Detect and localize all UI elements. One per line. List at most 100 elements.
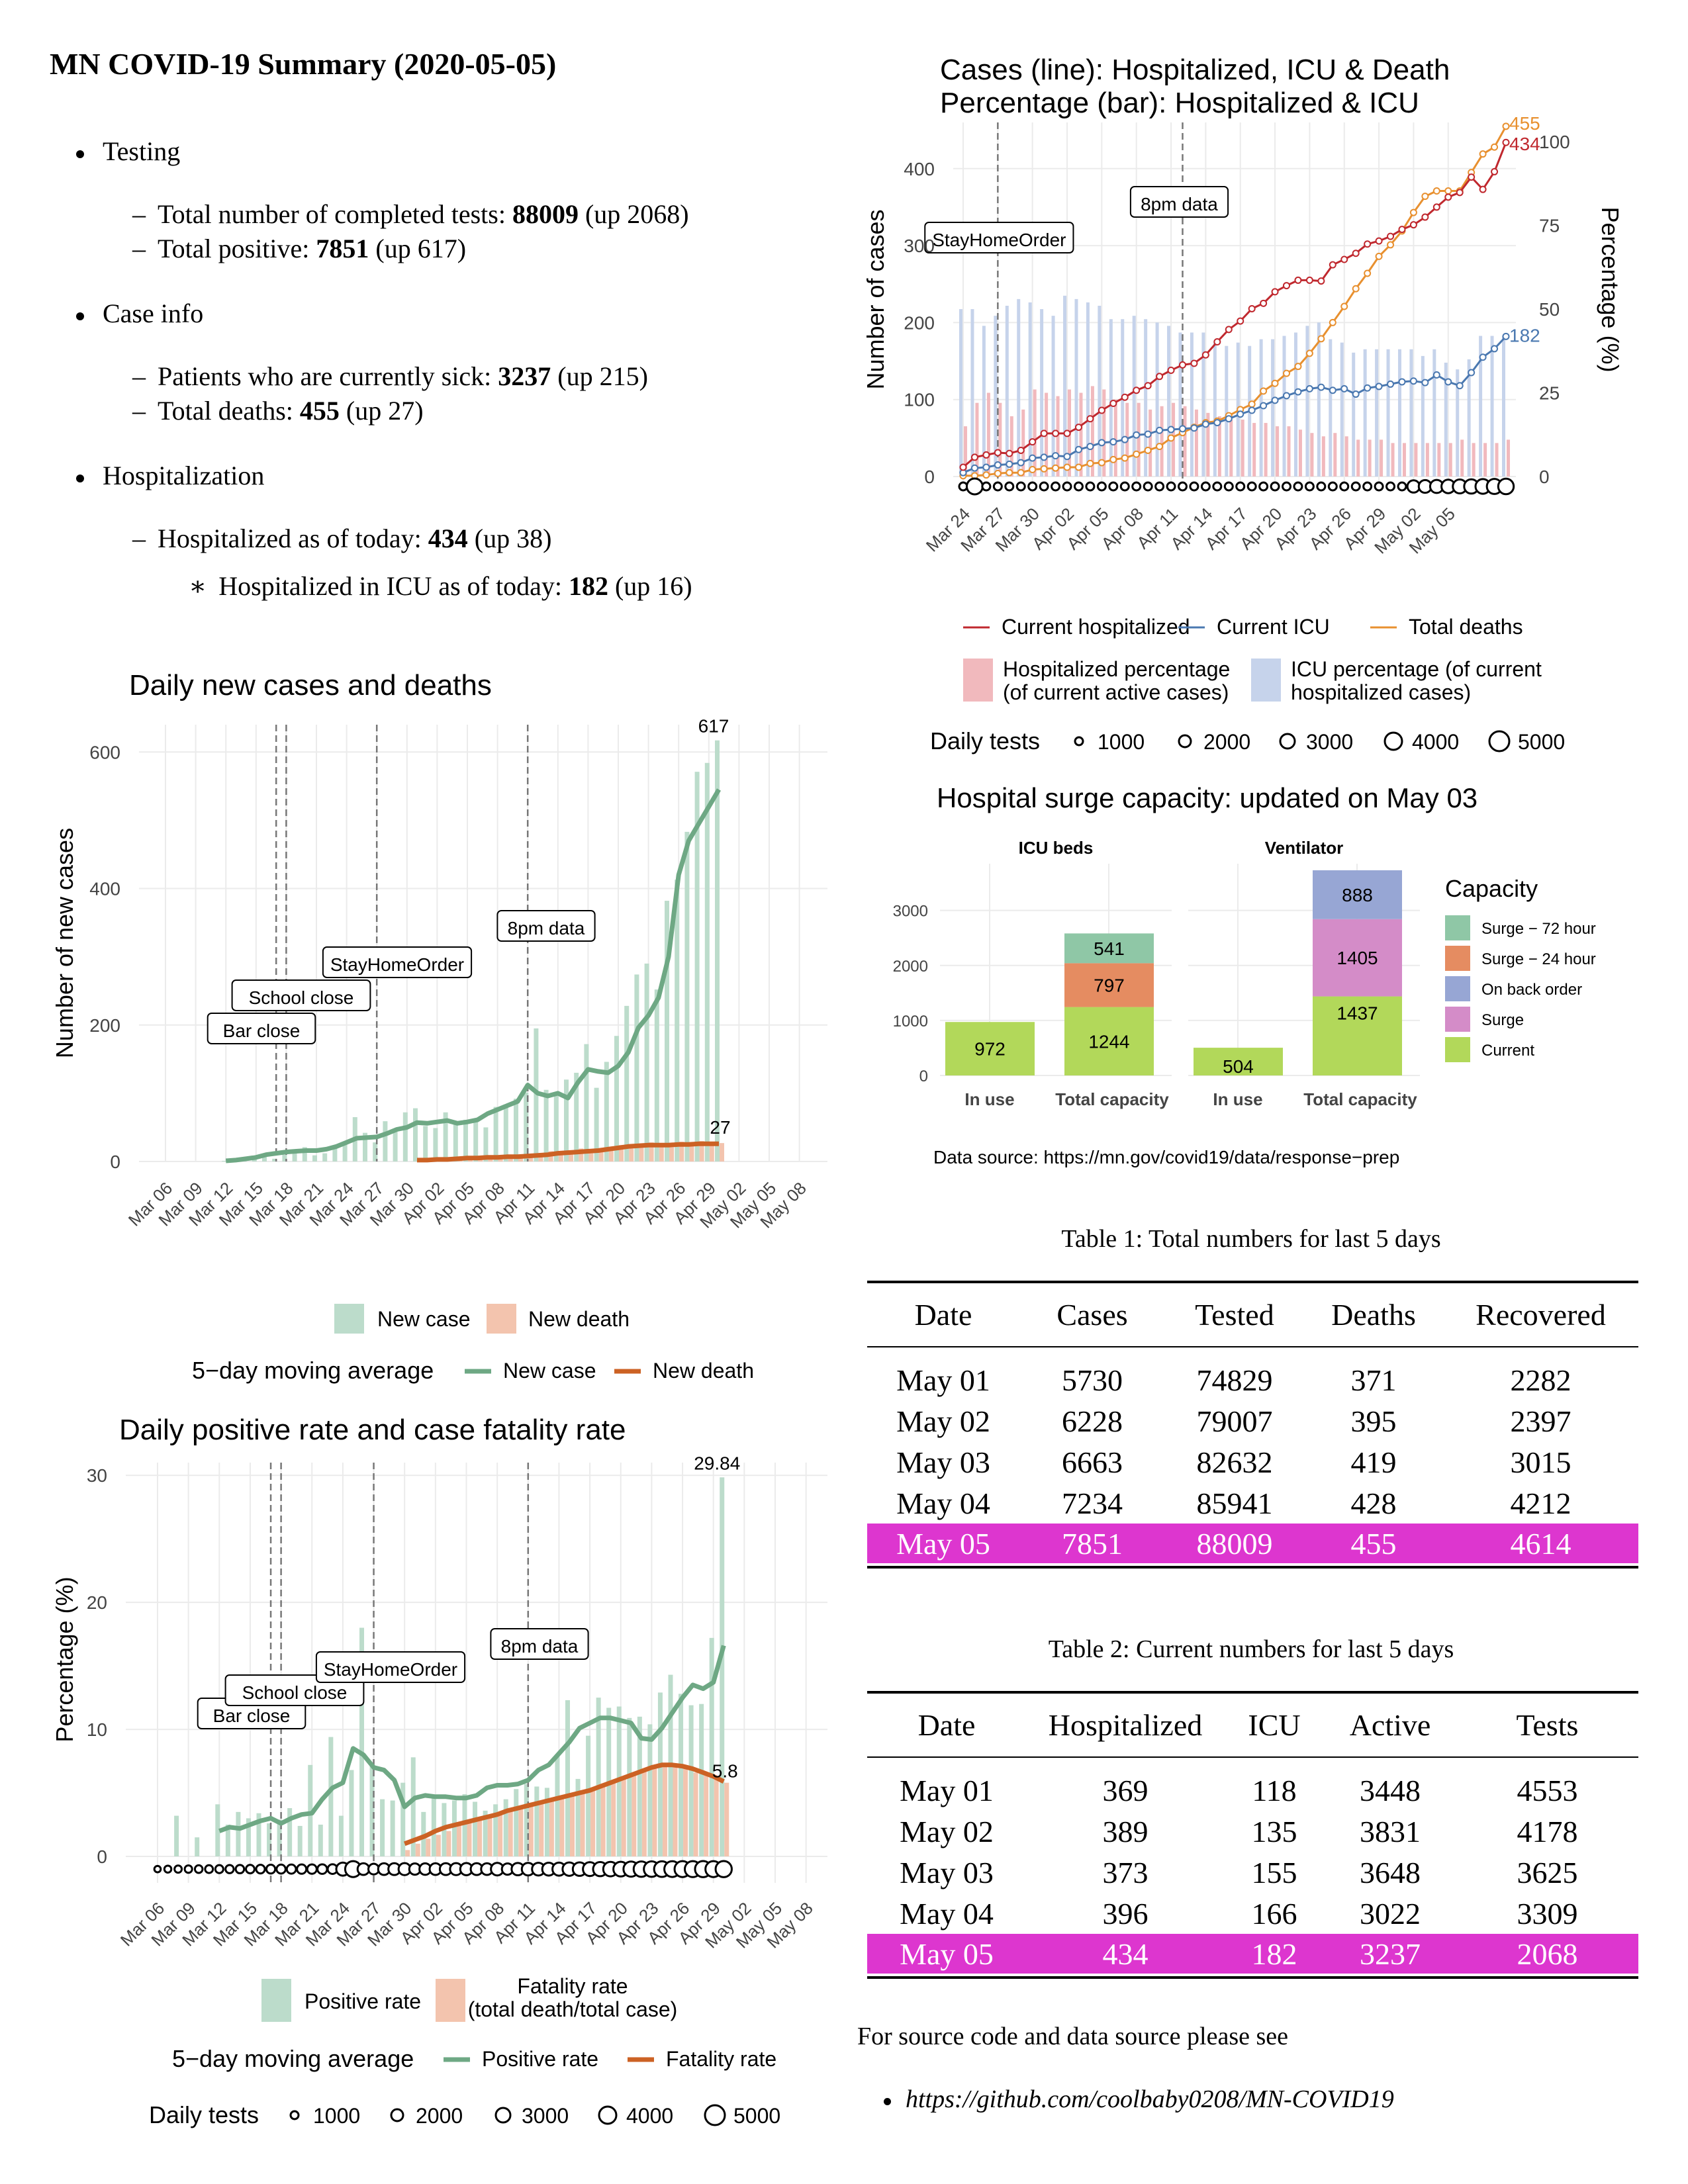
hosp-pct-bar [1090,386,1094,477]
icu-in-use-bar [945,1022,1035,1075]
deaths-point [1133,450,1141,458]
daily-test-circle [1177,481,1188,492]
deaths-point [1491,143,1499,151]
y-axis-label: Number of cases [862,209,889,389]
icu-pct-bar [1190,332,1194,477]
hospitalized-point [1340,255,1348,263]
daily-test-circle [1119,481,1130,492]
annotation-box [231,979,371,1011]
daily-test-circle [255,1864,266,1875]
source-link-text[interactable]: https://github.com/coolbaby0208/MN-COVID… [906,2085,1394,2113]
fatality-rate-bar [714,1778,719,1856]
positive-rate-bar [246,1818,251,1856]
legend-bar-key [261,1979,291,2022]
table-cell: 2397 [1510,1404,1571,1438]
hosp-pct-bar [1298,430,1302,477]
positive-rate-bar [699,1704,704,1856]
summary-completed-tests: – Total number of completed tests: 88009 … [132,199,689,229]
table-cell: 434 [1026,1934,1225,1974]
legend-bar-key [436,1979,465,2022]
hosp-pct-bar [1149,409,1152,477]
positive-rate-bar [627,1717,632,1856]
positive-rate-bar [431,1797,436,1856]
hospitalized-point [1237,317,1244,325]
positive-rate-bar [256,1813,261,1856]
icu-point [1144,430,1152,438]
positive-rate-bar [215,1804,220,1856]
y-tick-label: 200 [89,1015,120,1036]
vent-in-use-bar-label: 504 [1223,1056,1254,1077]
positive-rate-bar [555,1756,560,1856]
icu-point [1294,388,1302,396]
daily-test-circle [1362,481,1373,492]
icu-pct-bar [1421,355,1425,477]
new-case-bar [393,1131,398,1161]
fatality-rate-bar [724,1782,729,1856]
x-tick-label: In use [1213,1089,1262,1109]
legend-label: Surge − 24 hour [1481,950,1596,968]
legend-label: Hospitalized percentage [1003,657,1230,681]
icu-pct-bar [1479,336,1483,477]
hosp-pct-bar [1033,389,1037,477]
hospitalized-point [1375,237,1383,245]
deaths-point [1074,463,1082,471]
icu-pct-bar [1132,316,1136,477]
hosp-pct-bar [1206,412,1210,477]
new-case-bar [312,1155,317,1161]
icu-point [1156,426,1164,434]
legend-circle-key [494,2107,512,2124]
annotation-box [207,1013,316,1044]
legend-circle-key [289,2110,300,2120]
hosp-pct-bar [1460,439,1464,477]
table-header: Cases [1056,1298,1128,1332]
bullet-icon [884,2097,891,2105]
daily-test-circle [163,1864,173,1874]
icu-point [1063,453,1071,461]
legend-label: Total deaths [1409,615,1523,639]
positive-rate-bar [421,1811,426,1856]
icu-pct-bar [1040,309,1044,477]
daily-test-circle [265,1864,277,1875]
chart-title: Hospital surge capacity: updated on May … [937,782,1477,813]
annotation-label: School close [249,987,354,1008]
positive-rate-bar [524,1784,529,1856]
source-link[interactable]: https://github.com/coolbaby0208/MN-COVID… [884,2085,1394,2114]
chart-title: Cases (line): Hospitalized, ICU & Death [940,54,1450,86]
icu-point [1271,396,1279,404]
fatality-rate-bar [415,1843,420,1856]
daily-test-circle [316,1863,328,1875]
annotation-box [315,1651,466,1683]
icu-pct-bar [1051,316,1055,477]
fatality-rate-bar [405,1850,410,1856]
daily-test-circle [992,481,1003,492]
deaths-point [1109,455,1117,463]
table-cell: 3831 [1360,1814,1421,1848]
new-case-bar [262,1156,267,1161]
new-death-bar [699,1141,704,1161]
hospitalized-point [1421,213,1429,221]
positive-rate-bar [514,1789,519,1856]
table-row: May 04 396 166 3022 3309 [867,1893,1638,1934]
hospitalized-point [1178,361,1186,369]
positive-rate-bar [410,1757,416,1856]
new-death-bar [629,1148,634,1161]
hosp-pct-bar [1009,416,1013,477]
legend-label: New case [377,1307,471,1331]
table-cell: 7851 [1019,1524,1165,1563]
icu-current-bar [1064,1007,1154,1075]
hosp-pct-bar [998,402,1002,477]
new-death-bar [508,1157,513,1161]
annotation-box [1129,186,1229,218]
icu-pct-bar [1432,349,1436,477]
y-tick-label: 200 [904,312,935,333]
summary-hospitalized: – Hospitalized as of today: 434 (up 38) [132,523,552,553]
icu-point [1260,402,1268,410]
hospitalized-point [1190,359,1198,367]
table-cell: 396 [1102,1896,1149,1931]
case-end-label: 617 [698,716,729,737]
positive-rate-bar [473,1801,478,1856]
y-axis-label: Number of new cases [51,828,78,1058]
legend-label: Current hospitalized [1002,615,1190,639]
deaths-point [1387,241,1395,249]
icu-point [1190,424,1198,432]
